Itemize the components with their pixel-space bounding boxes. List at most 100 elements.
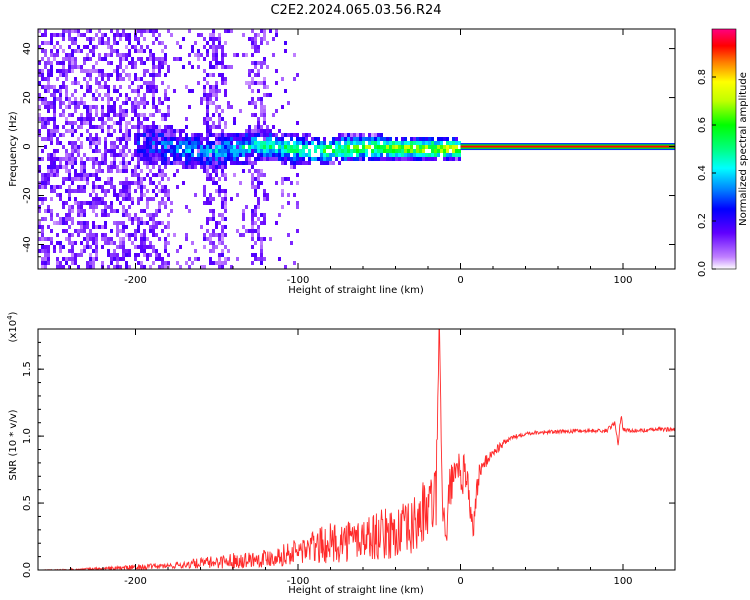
heatmap-cell [257, 257, 260, 261]
heatmap-cell [224, 89, 227, 93]
heatmap-cell [122, 101, 125, 105]
heatmap-cell [86, 45, 89, 49]
heatmap-cell [257, 61, 260, 65]
heatmap-cell [395, 137, 398, 141]
heatmap-cell [146, 173, 149, 177]
heatmap-cell [206, 141, 209, 145]
heatmap-cell [137, 125, 140, 129]
heatmap-cell [431, 137, 434, 141]
heatmap-cell [263, 33, 266, 37]
heatmap-cell [173, 57, 176, 61]
heatmap-cell [53, 121, 56, 125]
heatmap-cell [143, 93, 146, 97]
heatmap-cell [77, 173, 80, 177]
y-tick-label: 0.0 [22, 562, 33, 578]
heatmap-cell [74, 77, 77, 81]
heatmap-cell [86, 105, 89, 109]
heatmap-cell [128, 217, 131, 221]
heatmap-cell [260, 261, 263, 265]
heatmap-cell [383, 157, 386, 161]
heatmap-cell [65, 201, 68, 205]
heatmap-cell [134, 229, 137, 233]
heatmap-cell [53, 169, 56, 173]
heatmap-cell [263, 113, 266, 117]
heatmap-cell [71, 65, 74, 69]
heatmap-cell [134, 89, 137, 93]
heatmap-cell [182, 181, 185, 185]
heatmap-cell [149, 157, 152, 161]
heatmap-cell [212, 241, 215, 245]
heatmap-cell [173, 137, 176, 141]
heatmap-cell [158, 141, 161, 145]
heatmap-cell [119, 125, 122, 129]
heatmap-cell [233, 149, 236, 153]
heatmap-cell [287, 201, 290, 205]
heatmap-cell [359, 133, 362, 137]
heatmap-cell [80, 145, 83, 149]
heatmap-cell [233, 133, 236, 137]
heatmap-cell [338, 133, 341, 137]
heatmap-cell [158, 181, 161, 185]
heatmap-cell [224, 93, 227, 97]
heatmap-cell [74, 65, 77, 69]
heatmap-cell [116, 257, 119, 261]
heatmap-cell [215, 65, 218, 69]
heatmap-cell [74, 229, 77, 233]
heatmap-cell [209, 45, 212, 49]
heatmap-cell [44, 257, 47, 261]
heatmap-cell [215, 81, 218, 85]
heatmap-cell [374, 133, 377, 137]
heatmap-cell [248, 129, 251, 133]
heatmap-cell [245, 157, 248, 161]
heatmap-cell [161, 229, 164, 233]
heatmap-cell [143, 177, 146, 181]
heatmap-cell [164, 153, 167, 157]
heatmap-cell [386, 141, 389, 145]
heatmap-cell [287, 141, 290, 145]
heatmap-cell [143, 61, 146, 65]
heatmap-cell [125, 253, 128, 257]
heatmap-cell [458, 149, 461, 153]
heatmap-cell [38, 205, 41, 209]
heatmap-cell [59, 85, 62, 89]
heatmap-cell [143, 113, 146, 117]
heatmap-cell [125, 109, 128, 113]
heatmap-cell [431, 149, 434, 153]
heatmap-cell [74, 149, 77, 153]
heatmap-cell [131, 153, 134, 157]
heatmap-cell [68, 209, 71, 213]
heatmap-cell [230, 105, 233, 109]
heatmap-cell [95, 157, 98, 161]
heatmap-cell [182, 141, 185, 145]
heatmap-cell [98, 149, 101, 153]
heatmap-cell [296, 205, 299, 209]
heatmap-cell [320, 161, 323, 165]
heatmap-cell [128, 77, 131, 81]
heatmap-cell [143, 129, 146, 133]
heatmap-cell [266, 149, 269, 153]
heatmap-cell [95, 61, 98, 65]
heatmap-cell [122, 193, 125, 197]
heatmap-cell [47, 105, 50, 109]
heatmap-cell [227, 249, 230, 253]
heatmap-cell [56, 213, 59, 217]
heatmap-cell [359, 157, 362, 161]
heatmap-cell [164, 57, 167, 61]
heatmap-cell [161, 49, 164, 53]
heatmap-cell [158, 205, 161, 209]
heatmap-cell [215, 165, 218, 169]
heatmap-cell [89, 73, 92, 77]
heatmap-cell [170, 33, 173, 37]
heatmap-cell [218, 253, 221, 257]
heatmap-cell [113, 33, 116, 37]
heatmap-cell [116, 197, 119, 201]
heatmap-cell [125, 101, 128, 105]
heatmap-cell [254, 177, 257, 181]
heatmap-cell [224, 165, 227, 169]
heatmap-cell [197, 65, 200, 69]
heatmap-cell [125, 193, 128, 197]
heatmap-cell [89, 133, 92, 137]
heatmap-cell [41, 57, 44, 61]
heatmap-cell [170, 201, 173, 205]
heatmap-cell [188, 89, 191, 93]
